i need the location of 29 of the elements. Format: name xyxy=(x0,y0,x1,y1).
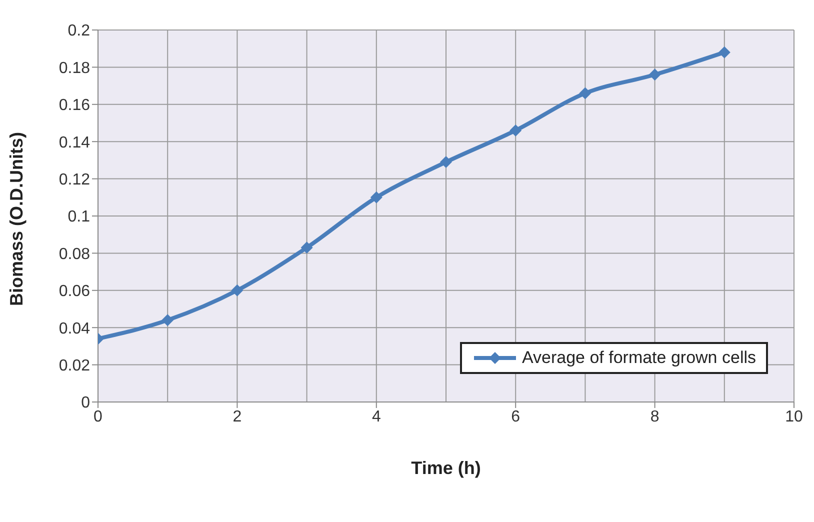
x-tick-label: 6 xyxy=(511,408,520,426)
y-tick-label: 0.02 xyxy=(58,357,90,374)
point xyxy=(718,46,730,58)
point xyxy=(648,68,661,81)
x-tick-label: 8 xyxy=(650,408,660,426)
y-axis-title: Biomass (O.D.Units) xyxy=(6,132,26,306)
point xyxy=(162,314,174,326)
y-tick-label: 0.14 xyxy=(58,134,90,152)
x-tick-label: 10 xyxy=(785,408,803,426)
y-tick-label: 0.2 xyxy=(68,22,90,40)
point xyxy=(440,156,452,168)
y-tick-label: 0.16 xyxy=(58,97,90,114)
point xyxy=(510,124,522,136)
point xyxy=(579,87,592,100)
point xyxy=(300,242,313,254)
x-tick-label: 0 xyxy=(94,408,103,426)
y-tick-label: 0.18 xyxy=(58,60,90,77)
y-tick-label: 0.1 xyxy=(68,208,90,226)
x-tick-label: 4 xyxy=(372,408,381,426)
point xyxy=(231,284,244,296)
y-tick-label: 0.12 xyxy=(58,171,90,188)
y-tick-label: 0 xyxy=(81,394,90,412)
x-axis-title: Time (h) xyxy=(411,458,481,478)
y-tick-label: 0.08 xyxy=(58,246,90,263)
y-tick-label: 0.04 xyxy=(58,320,90,338)
y-tick-label: 0.06 xyxy=(58,283,90,300)
point xyxy=(370,191,382,204)
x-tick-label: 2 xyxy=(232,408,242,426)
legend-label: Average of formate grown cells xyxy=(522,348,756,368)
